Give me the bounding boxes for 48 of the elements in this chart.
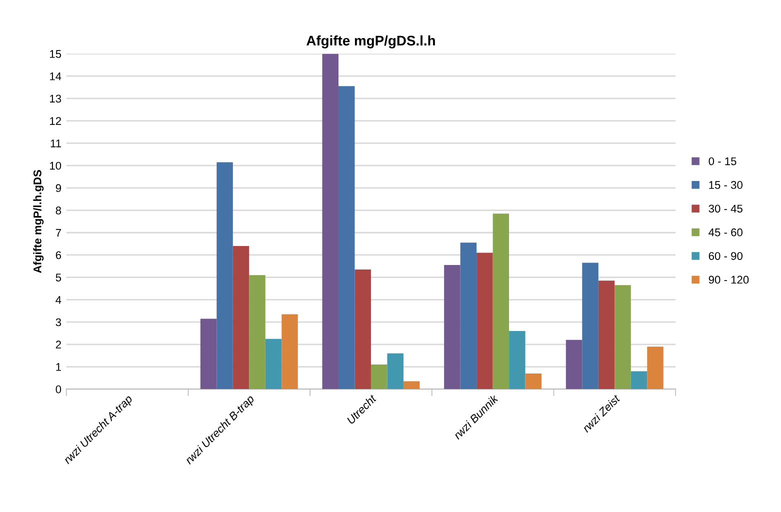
bar [216, 162, 233, 390]
y-tick-label: 2 [56, 340, 61, 348]
bar [200, 318, 217, 390]
bar [598, 280, 615, 390]
y-tick-label: 14 [50, 72, 62, 80]
bar [322, 54, 338, 390]
y-tick-label: 10 [50, 162, 62, 170]
legend-label: 90 - 120 [708, 276, 749, 284]
y-tick-label: 8 [56, 206, 62, 214]
y-tick-label: 12 [50, 117, 61, 125]
bar [444, 265, 460, 390]
bar [282, 314, 298, 390]
y-tick-label: 11 [50, 140, 61, 148]
bar [338, 86, 355, 390]
y-tick-label: 13 [50, 94, 62, 103]
bar [354, 270, 371, 390]
y-tick-label: 3 [56, 318, 62, 326]
bar [566, 340, 582, 390]
y-tick-label: 0 [56, 385, 62, 394]
bar [403, 381, 420, 390]
legend-label: 60 - 90 [708, 252, 742, 260]
legend-label: 15 - 30 [709, 181, 742, 189]
chart-title: Afgifte mgP/gDS.l.h [306, 35, 435, 48]
legend-label: 45 - 60 [708, 228, 742, 236]
y-tick-label: 7 [56, 229, 61, 237]
y-tick-label: 4 [56, 296, 62, 304]
bar [460, 242, 477, 390]
bar [370, 364, 388, 390]
bar [249, 275, 266, 390]
y-axis-title: Afgifte mgP/l.h.gDS [33, 170, 44, 274]
bar [232, 246, 250, 390]
legend-label: 30 - 45 [708, 204, 742, 213]
y-tick-label: 1 [56, 363, 61, 371]
y-tick-label: 15 [50, 50, 62, 58]
bar [476, 252, 493, 390]
bar [630, 371, 648, 390]
bar [614, 285, 631, 390]
bar [265, 338, 282, 390]
bar [525, 373, 542, 390]
y-tick-label: 5 [56, 274, 62, 282]
y-tick-label: 6 [56, 251, 62, 260]
bar [582, 262, 598, 390]
bar [387, 353, 404, 390]
y-tick-label: 9 [56, 184, 61, 192]
bar [509, 330, 526, 390]
legend-label: 0 - 15 [708, 157, 736, 166]
bar [647, 346, 664, 390]
bar [492, 214, 510, 390]
